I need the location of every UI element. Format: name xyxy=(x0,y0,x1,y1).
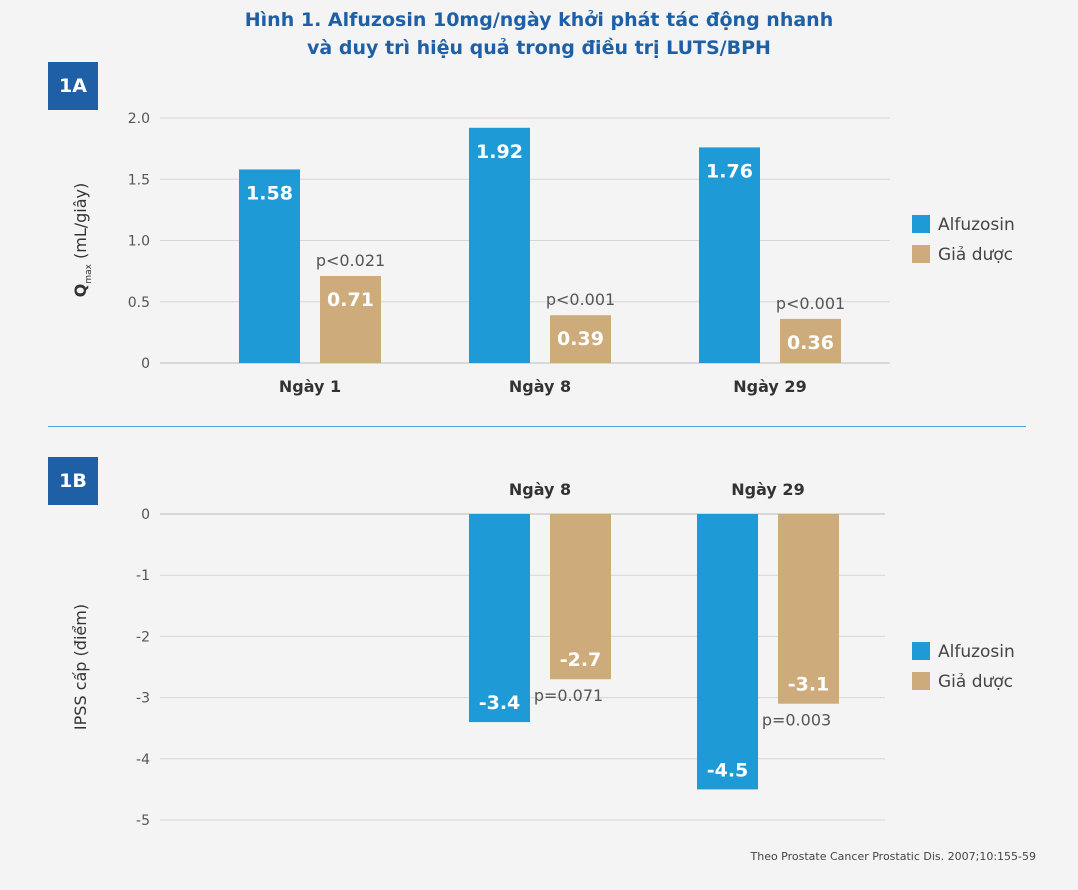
legend-label: Giả dược xyxy=(938,672,1013,692)
bar-alfuzosin xyxy=(469,127,530,363)
chart-1a: 0 0.5 1.0 1.5 2.0 Qmax (mL/giây) 1.58 0.71 p<0.0… xyxy=(71,111,1015,396)
panel-label-1a: 1A xyxy=(48,62,98,110)
panel-label-1b: 1B xyxy=(48,457,98,505)
y-tick-label: 0.5 xyxy=(128,295,150,311)
bar-value-label: 1.92 xyxy=(476,141,523,163)
x-category-label: Ngày 29 xyxy=(733,377,806,396)
p-value-annotation: p=0.003 xyxy=(762,711,831,730)
legend-swatch xyxy=(912,672,930,690)
bar-placebo xyxy=(550,514,611,680)
y-tick-label: -3 xyxy=(136,691,150,707)
x-category-label: Ngày 29 xyxy=(731,480,804,499)
bar-value-label: 1.76 xyxy=(706,160,753,182)
y-tick-label: -4 xyxy=(136,752,150,768)
legend-label: Alfuzosin xyxy=(938,642,1015,662)
figure-title: Hình 1. Alfuzosin 10mg/ngày khởi phát tá… xyxy=(0,6,1078,62)
legend-label: Alfuzosin xyxy=(938,215,1015,235)
y-tick-label: -5 xyxy=(136,813,150,829)
legend-label: Giả dược xyxy=(938,245,1013,265)
bar-alfuzosin xyxy=(699,147,760,363)
figure-title-line1: Hình 1. Alfuzosin 10mg/ngày khởi phát tá… xyxy=(244,9,834,31)
bar-value-label: -2.7 xyxy=(560,649,602,671)
bar-value-label: 0.71 xyxy=(327,289,374,311)
bar-alfuzosin xyxy=(469,514,530,723)
panel-divider xyxy=(48,426,1026,427)
y-tick-label: 2.0 xyxy=(128,111,150,127)
y-axis-label: Qmax (mL/giây) xyxy=(71,183,94,298)
legend-swatch xyxy=(912,245,930,263)
p-value-annotation: p<0.021 xyxy=(316,251,385,270)
bar-value-label: 0.39 xyxy=(557,328,604,350)
y-tick-label: -1 xyxy=(136,568,150,584)
legend-swatch xyxy=(912,642,930,660)
bar-placebo xyxy=(320,276,381,363)
bar-alfuzosin xyxy=(239,169,300,363)
legend-swatch xyxy=(912,215,930,233)
bar-value-label: -3.4 xyxy=(479,692,521,714)
bar-placebo xyxy=(550,315,611,363)
y-tick-label: 1.5 xyxy=(128,172,150,188)
y-tick-label: -2 xyxy=(136,629,150,645)
y-axis-label: IPSS cấp (điểm) xyxy=(71,604,90,730)
x-category-label: Ngày 8 xyxy=(509,377,571,396)
bar-value-label: 1.58 xyxy=(246,182,293,204)
y-tick-label: 1.0 xyxy=(128,234,150,250)
y-tick-label: 0 xyxy=(141,356,150,372)
figure-title-line2: và duy trì hiệu quả trong điều trị LUTS/… xyxy=(307,37,771,59)
y-tick-label: 0 xyxy=(141,507,150,523)
bar-alfuzosin xyxy=(697,514,758,790)
chart-1b: 0 -1 -2 -3 -4 -5 IPSS cấp (điểm) Ngày 8 -3.4 -2.7… xyxy=(71,480,1015,829)
bar-placebo xyxy=(778,514,839,704)
bar-value-label: 0.36 xyxy=(787,332,834,354)
bar-value-label: -4.5 xyxy=(707,759,749,781)
p-value-annotation: p=0.071 xyxy=(534,686,603,705)
source-citation: Theo Prostate Cancer Prostatic Dis. 2007… xyxy=(750,850,1037,863)
bar-placebo xyxy=(780,318,841,363)
bar-value-label: -3.1 xyxy=(788,674,830,696)
x-category-label: Ngày 1 xyxy=(279,377,341,396)
x-category-label: Ngày 8 xyxy=(509,480,571,499)
p-value-annotation: p<0.001 xyxy=(546,290,615,309)
p-value-annotation: p<0.001 xyxy=(776,294,845,313)
